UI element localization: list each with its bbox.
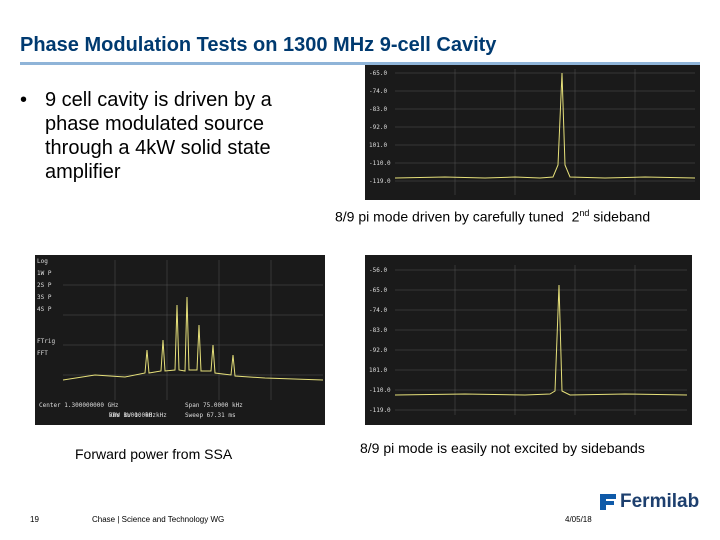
screen-label: -119.0 bbox=[369, 407, 391, 414]
screen-label: -92.0 bbox=[369, 347, 387, 354]
trace bbox=[62, 296, 324, 381]
slide-title: Phase Modulation Tests on 1300 MHz 9-cel… bbox=[20, 34, 497, 56]
bullet-text: 9 cell cavity is driven by a phase modul… bbox=[45, 89, 272, 183]
screen-label: -119.0 bbox=[369, 178, 391, 185]
screen-label: 2S P bbox=[37, 282, 52, 289]
caption: 8/9 pi mode driven by carefully tuned 2n… bbox=[335, 208, 650, 225]
logo-text: Fermilab bbox=[620, 491, 700, 512]
spectrum-screenshot: -56.0 -65.0 -74.0 -83.0 -92.0 101.0 -110.0 -119… bbox=[365, 255, 692, 425]
screen-label: FFT bbox=[37, 350, 48, 357]
title-rule bbox=[20, 62, 700, 65]
screen-label: Center 1.300000000 GHz bbox=[39, 402, 119, 409]
screen-label: 3S P bbox=[37, 294, 52, 301]
spectrum-screenshot: -65.0 -74.0 -83.0 -92.0 101.0 -110.0 -119.0 bbox=[365, 65, 700, 200]
date: 4/05/18 bbox=[565, 515, 592, 524]
screen-label: -110.0 bbox=[369, 387, 391, 394]
screen-label: 101.0 bbox=[369, 142, 387, 149]
caption: Forward power from SSA bbox=[75, 446, 233, 462]
page-number: 19 bbox=[30, 515, 39, 524]
screen bbox=[35, 255, 325, 425]
screen-label: 101.0 bbox=[369, 367, 387, 374]
screen-label: -56.0 bbox=[369, 267, 387, 274]
screen-label: -92.0 bbox=[369, 124, 387, 131]
screen bbox=[365, 65, 700, 200]
screen-label: -74.0 bbox=[369, 88, 387, 95]
screen-label: FTrig bbox=[37, 338, 55, 345]
screen-grid bbox=[63, 260, 323, 400]
screen-grid bbox=[395, 265, 687, 415]
caption-text: 8/9 pi mode driven by carefully tuned 2 bbox=[335, 208, 580, 225]
presenter: Chase | Science and Technology WG bbox=[92, 515, 225, 524]
screen-label: -65.0 bbox=[369, 70, 387, 77]
screen-label: -83.0 bbox=[369, 327, 387, 334]
trace bbox=[394, 284, 688, 396]
screen-grid bbox=[395, 69, 695, 195]
spectrum-screenshot: Log 1W P 2S P 3S P 4S P FTrig FFT Center 1.3000… bbox=[35, 255, 325, 425]
caption-text: sideband bbox=[589, 208, 651, 225]
caption: 8/9 pi mode is easily not excited by sid… bbox=[360, 440, 645, 456]
screen-label: -65.0 bbox=[369, 287, 387, 294]
screen-label: Res BW 1.000 kHz bbox=[109, 412, 167, 419]
screen-label: 4S P bbox=[37, 306, 52, 313]
screen bbox=[365, 255, 692, 425]
screen-label: 1W P bbox=[37, 270, 52, 277]
screen-label: -110.0 bbox=[369, 160, 391, 167]
logo-icon bbox=[600, 494, 616, 510]
screen-label: VBW 1.000 kHz bbox=[109, 412, 156, 419]
caption-sup: nd bbox=[579, 208, 590, 218]
screen-label: -74.0 bbox=[369, 307, 387, 314]
trace bbox=[394, 72, 696, 179]
screen-label: Span 75.0000 kHz bbox=[185, 402, 243, 409]
bullet: • 9 cell cavity is driven by a phase mod… bbox=[20, 88, 310, 184]
screen-label: Log bbox=[37, 258, 48, 265]
screen-label: Sweep 67.31 ms bbox=[185, 412, 236, 419]
screen-label: -83.0 bbox=[369, 106, 387, 113]
